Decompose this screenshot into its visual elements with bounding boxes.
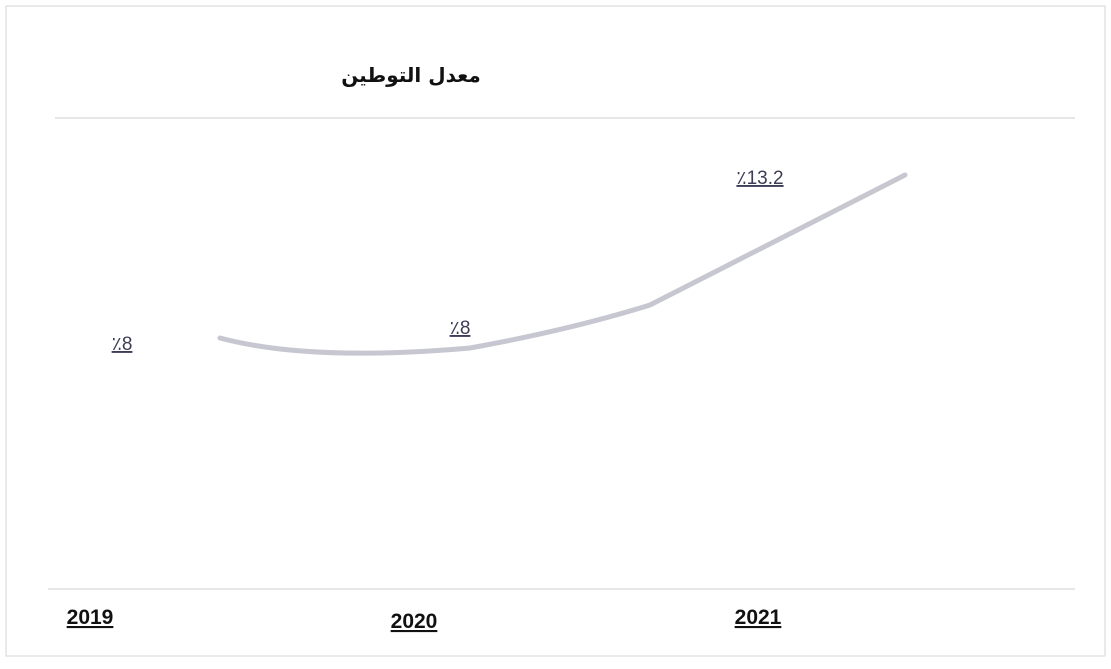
chart-marks: ٪8 ٪8 ٪13.2 2019 2020 2021 [67,168,908,633]
series-line [217,172,908,356]
x-tick-label-2020: 2020 [391,610,438,633]
data-label-2019: ٪8 [112,334,133,355]
data-label-2020: ٪8 [450,318,471,339]
data-label-2021: ٪13.2 [736,168,783,189]
chart-border [5,5,1106,657]
chart-title: معدل التوطين [341,63,481,87]
x-tick-label-2021: 2021 [735,606,782,629]
x-tick-label-2019: 2019 [67,606,114,629]
